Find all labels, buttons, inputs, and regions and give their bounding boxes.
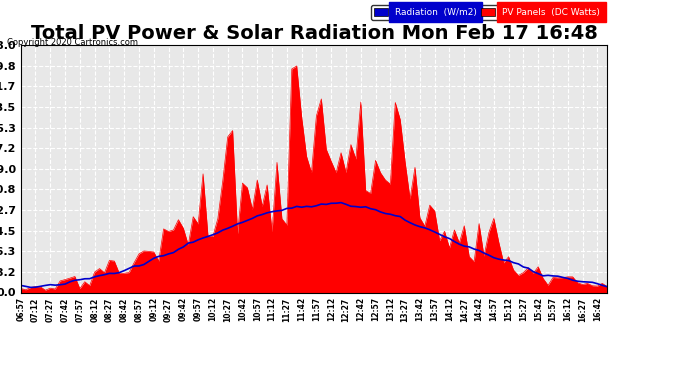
Title: Total PV Power & Solar Radiation Mon Feb 17 16:48: Total PV Power & Solar Radiation Mon Feb… — [30, 24, 598, 44]
Text: Copyright 2020 Cartronics.com: Copyright 2020 Cartronics.com — [7, 38, 138, 47]
Legend: Radiation  (W/m2), PV Panels  (DC Watts): Radiation (W/m2), PV Panels (DC Watts) — [371, 5, 602, 20]
